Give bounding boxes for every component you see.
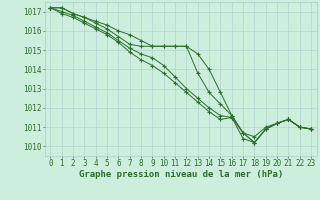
X-axis label: Graphe pression niveau de la mer (hPa): Graphe pression niveau de la mer (hPa) <box>79 170 283 179</box>
